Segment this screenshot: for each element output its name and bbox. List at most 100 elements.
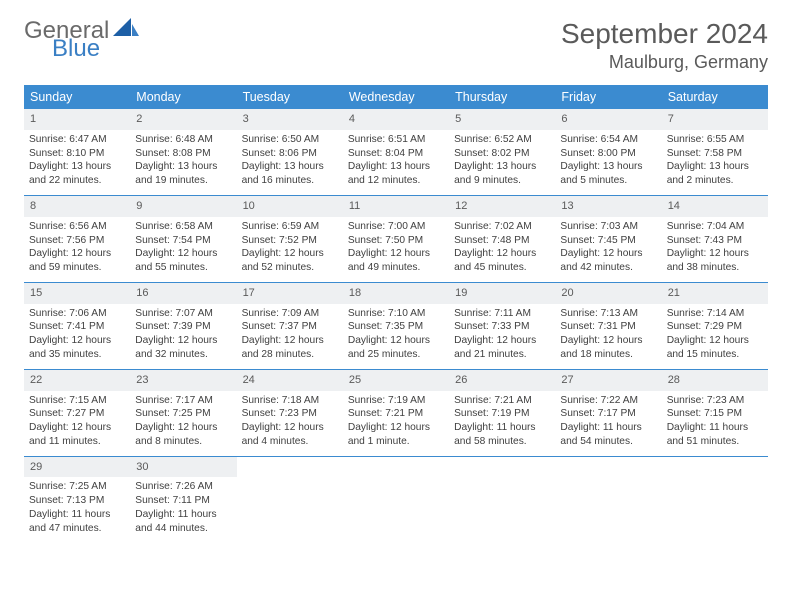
day-number: 28: [662, 370, 768, 391]
sunrise-text: Sunrise: 6:47 AM: [29, 133, 125, 147]
sunrise-text: Sunrise: 6:55 AM: [667, 133, 763, 147]
day-cell: 6Sunrise: 6:54 AMSunset: 8:00 PMDaylight…: [555, 109, 661, 195]
sunset-text: Sunset: 8:00 PM: [560, 147, 656, 161]
sunset-text: Sunset: 8:06 PM: [242, 147, 338, 161]
sunrise-text: Sunrise: 7:04 AM: [667, 220, 763, 234]
week-row: 15Sunrise: 7:06 AMSunset: 7:41 PMDayligh…: [24, 283, 768, 370]
day-number: 15: [24, 283, 130, 304]
sunrise-text: Sunrise: 7:10 AM: [348, 307, 444, 321]
sunset-text: Sunset: 8:04 PM: [348, 147, 444, 161]
sunset-text: Sunset: 7:54 PM: [135, 234, 231, 248]
sunset-text: Sunset: 7:45 PM: [560, 234, 656, 248]
daylight-text: Daylight: 13 hours and 22 minutes.: [29, 160, 125, 188]
day-cell: 28Sunrise: 7:23 AMSunset: 7:15 PMDayligh…: [662, 370, 768, 456]
daylight-text: Daylight: 12 hours and 18 minutes.: [560, 334, 656, 362]
sunset-text: Sunset: 7:17 PM: [560, 407, 656, 421]
day-number: 4: [343, 109, 449, 130]
day-cell: 21Sunrise: 7:14 AMSunset: 7:29 PMDayligh…: [662, 283, 768, 369]
day-number: 27: [555, 370, 661, 391]
day-number: 30: [130, 457, 236, 478]
sunrise-text: Sunrise: 7:22 AM: [560, 394, 656, 408]
day-cell: 4Sunrise: 6:51 AMSunset: 8:04 PMDaylight…: [343, 109, 449, 195]
week-row: 1Sunrise: 6:47 AMSunset: 8:10 PMDaylight…: [24, 109, 768, 196]
day-cell: 2Sunrise: 6:48 AMSunset: 8:08 PMDaylight…: [130, 109, 236, 195]
empty-cell: [449, 457, 555, 543]
sunrise-text: Sunrise: 7:15 AM: [29, 394, 125, 408]
sunset-text: Sunset: 7:33 PM: [454, 320, 550, 334]
sunrise-text: Sunrise: 7:17 AM: [135, 394, 231, 408]
day-cell: 25Sunrise: 7:19 AMSunset: 7:21 PMDayligh…: [343, 370, 449, 456]
daylight-text: Daylight: 12 hours and 25 minutes.: [348, 334, 444, 362]
empty-cell: [343, 457, 449, 543]
sunrise-text: Sunrise: 6:58 AM: [135, 220, 231, 234]
sunrise-text: Sunrise: 6:48 AM: [135, 133, 231, 147]
week-row: 22Sunrise: 7:15 AMSunset: 7:27 PMDayligh…: [24, 370, 768, 457]
week-row: 29Sunrise: 7:25 AMSunset: 7:13 PMDayligh…: [24, 457, 768, 543]
daylight-text: Daylight: 13 hours and 2 minutes.: [667, 160, 763, 188]
empty-cell: [662, 457, 768, 543]
sunset-text: Sunset: 7:50 PM: [348, 234, 444, 248]
day-cell: 24Sunrise: 7:18 AMSunset: 7:23 PMDayligh…: [237, 370, 343, 456]
sunset-text: Sunset: 7:56 PM: [29, 234, 125, 248]
day-number: 14: [662, 196, 768, 217]
day-number: 20: [555, 283, 661, 304]
day-cell: 22Sunrise: 7:15 AMSunset: 7:27 PMDayligh…: [24, 370, 130, 456]
sunset-text: Sunset: 7:13 PM: [29, 494, 125, 508]
sunrise-text: Sunrise: 7:26 AM: [135, 480, 231, 494]
daylight-text: Daylight: 11 hours and 58 minutes.: [454, 421, 550, 449]
day-number: 19: [449, 283, 555, 304]
day-cell: 17Sunrise: 7:09 AMSunset: 7:37 PMDayligh…: [237, 283, 343, 369]
day-number: 9: [130, 196, 236, 217]
daylight-text: Daylight: 11 hours and 47 minutes.: [29, 508, 125, 536]
daylight-text: Daylight: 12 hours and 15 minutes.: [667, 334, 763, 362]
sunrise-text: Sunrise: 6:54 AM: [560, 133, 656, 147]
sunset-text: Sunset: 8:10 PM: [29, 147, 125, 161]
sunrise-text: Sunrise: 6:59 AM: [242, 220, 338, 234]
month-title: September 2024: [561, 18, 768, 50]
day-number: 25: [343, 370, 449, 391]
day-number: 26: [449, 370, 555, 391]
day-header-mon: Monday: [130, 85, 236, 109]
daylight-text: Daylight: 12 hours and 45 minutes.: [454, 247, 550, 275]
day-number: 23: [130, 370, 236, 391]
daylight-text: Daylight: 12 hours and 55 minutes.: [135, 247, 231, 275]
day-number: 21: [662, 283, 768, 304]
day-number: 13: [555, 196, 661, 217]
day-cell: 7Sunrise: 6:55 AMSunset: 7:58 PMDaylight…: [662, 109, 768, 195]
sunset-text: Sunset: 8:08 PM: [135, 147, 231, 161]
daylight-text: Daylight: 12 hours and 38 minutes.: [667, 247, 763, 275]
sunset-text: Sunset: 7:15 PM: [667, 407, 763, 421]
sunset-text: Sunset: 7:21 PM: [348, 407, 444, 421]
day-cell: 23Sunrise: 7:17 AMSunset: 7:25 PMDayligh…: [130, 370, 236, 456]
sunrise-text: Sunrise: 6:56 AM: [29, 220, 125, 234]
daylight-text: Daylight: 12 hours and 21 minutes.: [454, 334, 550, 362]
sunset-text: Sunset: 7:11 PM: [135, 494, 231, 508]
day-cell: 16Sunrise: 7:07 AMSunset: 7:39 PMDayligh…: [130, 283, 236, 369]
day-number: 5: [449, 109, 555, 130]
day-header-sat: Saturday: [662, 85, 768, 109]
logo: General Blue: [24, 18, 139, 61]
sunrise-text: Sunrise: 7:14 AM: [667, 307, 763, 321]
title-block: September 2024 Maulburg, Germany: [561, 18, 768, 73]
day-cell: 14Sunrise: 7:04 AMSunset: 7:43 PMDayligh…: [662, 196, 768, 282]
day-header-thu: Thursday: [449, 85, 555, 109]
daylight-text: Daylight: 12 hours and 42 minutes.: [560, 247, 656, 275]
day-cell: 26Sunrise: 7:21 AMSunset: 7:19 PMDayligh…: [449, 370, 555, 456]
sunrise-text: Sunrise: 6:51 AM: [348, 133, 444, 147]
day-number: 1: [24, 109, 130, 130]
day-cell: 18Sunrise: 7:10 AMSunset: 7:35 PMDayligh…: [343, 283, 449, 369]
daylight-text: Daylight: 12 hours and 28 minutes.: [242, 334, 338, 362]
calendar: Sunday Monday Tuesday Wednesday Thursday…: [24, 85, 768, 543]
daylight-text: Daylight: 11 hours and 44 minutes.: [135, 508, 231, 536]
empty-cell: [555, 457, 661, 543]
day-number: 11: [343, 196, 449, 217]
sunset-text: Sunset: 7:41 PM: [29, 320, 125, 334]
sunrise-text: Sunrise: 7:21 AM: [454, 394, 550, 408]
daylight-text: Daylight: 13 hours and 16 minutes.: [242, 160, 338, 188]
empty-cell: [237, 457, 343, 543]
sunrise-text: Sunrise: 7:11 AM: [454, 307, 550, 321]
daylight-text: Daylight: 13 hours and 5 minutes.: [560, 160, 656, 188]
day-number: 22: [24, 370, 130, 391]
day-cell: 27Sunrise: 7:22 AMSunset: 7:17 PMDayligh…: [555, 370, 661, 456]
sunrise-text: Sunrise: 7:02 AM: [454, 220, 550, 234]
